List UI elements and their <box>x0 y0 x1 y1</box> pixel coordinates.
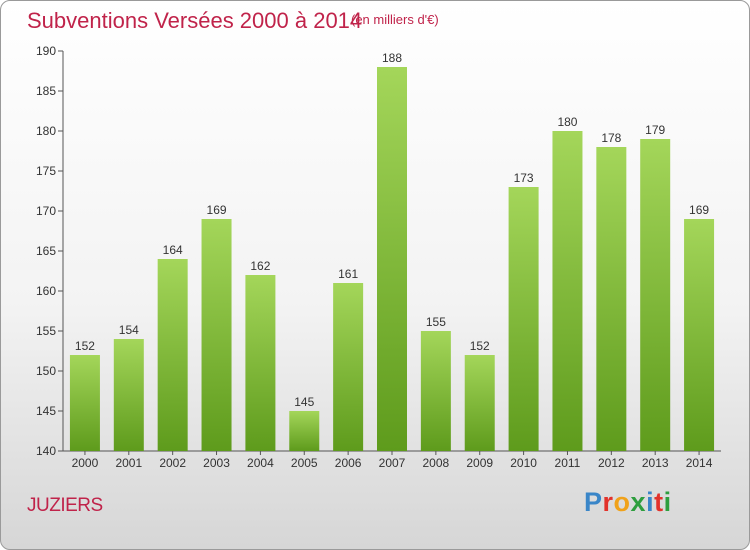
x-tick-label: 2004 <box>247 456 274 470</box>
x-tick-label: 2002 <box>159 456 186 470</box>
data-label: 152 <box>75 339 95 353</box>
bar <box>157 259 188 451</box>
bar <box>289 411 320 451</box>
y-tick-label: 160 <box>36 284 56 298</box>
bar <box>684 219 715 451</box>
x-tick-label: 2007 <box>379 456 406 470</box>
data-label: 154 <box>119 323 139 337</box>
data-label: 162 <box>250 259 270 273</box>
x-tick-label: 2008 <box>423 456 450 470</box>
x-tick-label: 2001 <box>115 456 142 470</box>
y-tick-label: 140 <box>36 444 56 458</box>
bar <box>640 139 671 451</box>
bar <box>552 131 583 451</box>
x-tick-label: 2005 <box>291 456 318 470</box>
chart-title: Subventions Versées 2000 à 2014 <box>27 8 363 33</box>
data-label: 155 <box>426 315 446 329</box>
logo-letter: i <box>646 487 655 517</box>
y-tick-label: 175 <box>36 164 56 178</box>
x-tick-label: 2009 <box>466 456 493 470</box>
y-tick-label: 150 <box>36 364 56 378</box>
bar <box>201 219 232 451</box>
data-label: 164 <box>163 243 183 257</box>
bar <box>596 147 627 451</box>
logo-letter: i <box>663 487 672 517</box>
bar <box>464 355 495 451</box>
x-tick-label: 2011 <box>555 456 581 470</box>
x-tick-label: 2006 <box>335 456 362 470</box>
data-label: 179 <box>645 123 665 137</box>
y-tick-label: 170 <box>36 204 56 218</box>
data-label: 169 <box>207 203 227 217</box>
data-label: 188 <box>382 51 402 65</box>
data-label: 145 <box>294 395 314 409</box>
proxiti-logo: Proxiti <box>584 487 672 518</box>
y-tick-label: 190 <box>36 44 56 58</box>
x-tick-label: 2003 <box>203 456 230 470</box>
logo-letter: x <box>630 487 647 517</box>
logo-letter: r <box>602 487 614 517</box>
data-label: 178 <box>601 131 621 145</box>
bar <box>113 339 144 451</box>
bar <box>245 275 276 451</box>
data-label: 161 <box>338 267 358 281</box>
y-tick-label: 185 <box>36 84 56 98</box>
data-label: 169 <box>689 203 709 217</box>
bar <box>420 331 451 451</box>
y-tick-label: 155 <box>36 324 56 338</box>
y-tick-label: 180 <box>36 124 56 138</box>
place-name: JUZIERS <box>27 495 103 516</box>
logo-letter: t <box>654 487 664 517</box>
y-tick-label: 145 <box>36 404 56 418</box>
y-tick-label: 165 <box>36 244 56 258</box>
bar <box>69 355 100 451</box>
x-tick-label: 2014 <box>686 456 713 470</box>
bar <box>333 283 364 451</box>
x-tick-label: 2010 <box>510 456 537 470</box>
data-label: 180 <box>557 115 577 129</box>
x-tick-label: 2000 <box>72 456 99 470</box>
bar <box>377 67 407 451</box>
data-label: 152 <box>470 339 490 353</box>
data-label: 173 <box>514 171 534 185</box>
x-tick-label: 2013 <box>642 456 669 470</box>
logo-letter: P <box>584 487 603 517</box>
unit-note: (en milliers d'€) <box>351 12 439 27</box>
logo-letter: o <box>613 487 631 517</box>
bar <box>508 187 539 451</box>
x-tick-label: 2012 <box>598 456 625 470</box>
